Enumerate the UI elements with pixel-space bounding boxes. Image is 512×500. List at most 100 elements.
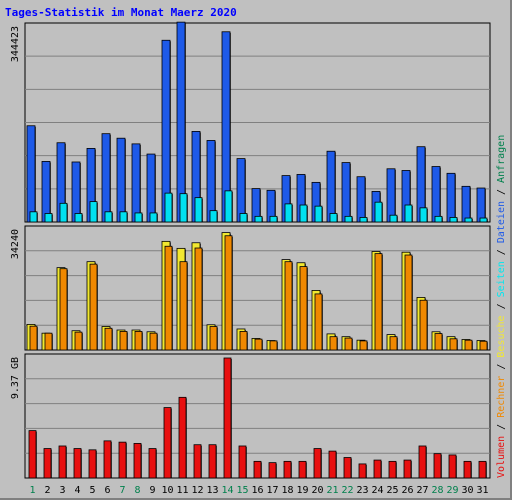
- bar-anfragen-day-9: [146, 153, 156, 223]
- bar-dateien-day-19: [299, 204, 308, 223]
- bar-dateien-day-12: [194, 197, 203, 223]
- bar-volumen-day-16: [253, 460, 262, 479]
- bar-anfragen-day-23: [356, 176, 366, 223]
- bar-anfragen-day-29: [446, 172, 456, 223]
- day-label-27: 27: [416, 485, 428, 496]
- bar-anfragen-day-30: [461, 185, 471, 223]
- bar-volumen-day-27: [418, 445, 427, 479]
- bar-volumen-day-5: [88, 449, 97, 479]
- bar-rechner-day-9: [149, 332, 158, 351]
- bar-rechner-day-15: [239, 331, 248, 351]
- bar-dateien-day-7: [119, 211, 128, 223]
- bar-volumen-day-30: [463, 460, 472, 479]
- bar-rechner-day-4: [74, 331, 83, 351]
- chart-title: Tages-Statistik im Monat Maerz 2020: [5, 6, 237, 19]
- bar-volumen-day-9: [148, 448, 157, 479]
- day-label-28: 28: [431, 485, 443, 496]
- panel-mid-max-label: 34240: [10, 229, 21, 259]
- bar-rechner-day-2: [44, 332, 53, 351]
- bar-dateien-day-14: [224, 190, 233, 223]
- bar-dateien-day-10: [164, 192, 173, 223]
- day-label-9: 9: [149, 485, 155, 496]
- panel-bot-background: [24, 353, 491, 479]
- bar-rechner-day-7: [119, 331, 128, 351]
- bar-dateien-day-6: [104, 211, 113, 223]
- bar-volumen-day-14: [223, 357, 232, 479]
- bar-anfragen-day-2: [41, 161, 51, 223]
- panel-top-max-label: 344423: [10, 26, 21, 62]
- bar-anfragen-day-15: [236, 158, 246, 223]
- legend-item-anfragen: Anfragen: [496, 135, 507, 183]
- panel-bot-max-label: 9.37 GB: [10, 357, 21, 399]
- bar-anfragen-day-25: [386, 168, 396, 223]
- bar-rechner-day-24: [374, 253, 383, 351]
- bar-dateien-day-31: [479, 217, 488, 223]
- bar-volumen-day-6: [103, 440, 112, 479]
- bar-volumen-day-13: [208, 444, 217, 479]
- bar-anfragen-day-4: [71, 161, 81, 223]
- bar-rechner-day-21: [329, 336, 338, 351]
- day-label-7: 7: [119, 485, 125, 496]
- day-label-4: 4: [74, 485, 80, 496]
- day-label-25: 25: [386, 485, 398, 496]
- bar-rechner-day-16: [254, 338, 263, 351]
- bar-rechner-day-30: [464, 339, 473, 351]
- bar-dateien-day-3: [59, 202, 68, 223]
- bar-volumen-day-25: [388, 460, 397, 479]
- bar-rechner-day-19: [299, 266, 308, 351]
- bar-anfragen-day-8: [131, 143, 141, 223]
- bar-anfragen-day-13: [206, 140, 216, 223]
- bar-dateien-day-21: [329, 213, 338, 223]
- bar-rechner-day-26: [404, 254, 413, 351]
- legend-item-rechner: Rechner: [496, 376, 507, 418]
- bar-dateien-day-20: [314, 205, 323, 223]
- bar-dateien-day-23: [359, 217, 368, 223]
- bar-rechner-day-22: [344, 337, 353, 351]
- day-label-26: 26: [401, 485, 413, 496]
- legend-separator: /: [496, 297, 507, 315]
- bar-anfragen-day-1: [26, 125, 36, 223]
- bar-dateien-day-24: [374, 201, 383, 223]
- bar-rechner-day-23: [359, 340, 368, 351]
- bar-volumen-day-26: [403, 459, 412, 479]
- bar-dateien-day-29: [449, 217, 458, 223]
- day-label-23: 23: [356, 485, 368, 496]
- bar-volumen-day-15: [238, 445, 247, 479]
- bar-rechner-day-17: [269, 340, 278, 351]
- day-label-16: 16: [251, 485, 263, 496]
- day-label-18: 18: [281, 485, 293, 496]
- day-label-6: 6: [104, 485, 110, 496]
- bar-dateien-day-1: [29, 211, 38, 223]
- day-label-11: 11: [176, 485, 188, 496]
- bar-volumen-day-18: [283, 460, 292, 479]
- bar-volumen-day-22: [343, 457, 352, 479]
- bar-volumen-day-7: [118, 441, 127, 479]
- bar-dateien-day-2: [44, 213, 53, 223]
- bar-dateien-day-26: [404, 204, 413, 223]
- bar-rechner-day-5: [89, 263, 98, 351]
- bar-dateien-day-4: [74, 213, 83, 223]
- legend-item-besuche: Besuche: [496, 315, 507, 357]
- day-label-30: 30: [461, 485, 473, 496]
- bar-dateien-day-22: [344, 215, 353, 223]
- day-label-14: 14: [221, 485, 233, 496]
- bar-volumen-day-23: [358, 463, 367, 479]
- day-label-2: 2: [44, 485, 50, 496]
- day-label-5: 5: [89, 485, 95, 496]
- legend-item-volumen: Volumen: [496, 436, 507, 478]
- day-label-29: 29: [446, 485, 458, 496]
- day-label-15: 15: [236, 485, 248, 496]
- day-label-10: 10: [161, 485, 173, 496]
- day-label-20: 20: [311, 485, 323, 496]
- bar-rechner-day-3: [59, 268, 68, 351]
- bar-rechner-day-8: [134, 331, 143, 351]
- bar-volumen-day-2: [43, 448, 52, 479]
- bar-volumen-day-24: [373, 459, 382, 479]
- bar-dateien-day-30: [464, 217, 473, 223]
- bar-volumen-day-31: [478, 460, 487, 479]
- legend-separator: /: [496, 243, 507, 261]
- bar-dateien-day-13: [209, 210, 218, 223]
- day-label-21: 21: [326, 485, 338, 496]
